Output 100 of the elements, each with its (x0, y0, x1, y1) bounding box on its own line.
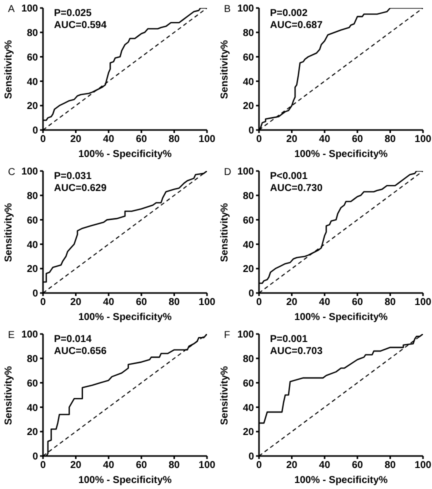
x-tick-label: 60 (136, 297, 148, 308)
x-tick-label: 100 (198, 134, 216, 146)
y-axis-title: Sensitivity% (4, 202, 15, 262)
y-axis-title: Sensitivity% (4, 40, 15, 99)
y-tick-label: 20 (242, 101, 254, 112)
x-tick-label: 20 (70, 460, 82, 472)
y-tick-label: 40 (26, 402, 38, 414)
annotation: AUC=0.629 (54, 183, 107, 195)
annotation: AUC=0.594 (54, 20, 107, 32)
y-axis-title: Sensitivity% (220, 202, 231, 262)
y-tick-label: 100 (21, 330, 38, 341)
x-tick-label: 0 (40, 460, 46, 472)
y-tick-label: 0 (32, 126, 38, 137)
annotation: P=0.025 (54, 8, 93, 20)
y-tick-label: 80 (242, 190, 254, 202)
x-tick-label: 60 (352, 134, 364, 146)
y-tick-label: 0 (248, 288, 254, 300)
x-tick-label: 40 (103, 134, 115, 146)
y-tick-label: 0 (248, 126, 254, 137)
annotation: P=0.002 (270, 8, 309, 20)
y-tick-label: 40 (26, 76, 38, 88)
y-tick-label: 80 (26, 354, 38, 365)
x-tick-label: 80 (168, 297, 180, 308)
annotation: AUC=0.703 (270, 346, 323, 358)
x-tick-label: 60 (136, 134, 148, 146)
x-tick-label: 0 (40, 297, 46, 308)
x-tick-label: 40 (319, 297, 331, 308)
annotation: AUC=0.656 (54, 346, 107, 358)
y-tick-label: 60 (26, 378, 38, 390)
y-tick-label: 60 (26, 215, 38, 226)
y-tick-label: 20 (26, 101, 38, 112)
x-tick-label: 60 (352, 460, 364, 472)
x-tick-label: 40 (319, 134, 331, 146)
y-tick-label: 20 (26, 427, 38, 438)
chart-title: A (8, 4, 15, 15)
x-tick-label: 100 (414, 297, 432, 308)
x-tick-label: 20 (70, 134, 82, 146)
y-tick-label: 20 (242, 427, 254, 438)
x-tick-label: 80 (384, 134, 396, 146)
x-tick-label: 100 (198, 297, 216, 308)
y-tick-label: 80 (242, 354, 254, 365)
y-tick-label: 20 (26, 264, 38, 276)
x-tick-label: 80 (168, 134, 180, 146)
y-tick-label: 80 (26, 190, 38, 202)
x-tick-label: 40 (319, 460, 331, 472)
chart-title: C (8, 167, 16, 178)
y-tick-label: 100 (237, 4, 254, 15)
y-tick-label: 60 (242, 52, 254, 64)
y-tick-label: 20 (242, 264, 254, 276)
x-axis-title: 100% - Specificity% (294, 149, 388, 160)
chart-title: D (224, 167, 232, 178)
y-tick-label: 80 (242, 28, 254, 39)
annotation: AUC=0.730 (270, 183, 323, 195)
chart-title: E (8, 330, 15, 341)
x-tick-label: 100 (414, 134, 432, 146)
y-tick-label: 40 (242, 240, 254, 251)
chart-title: B (224, 4, 231, 15)
x-tick-label: 100 (198, 460, 216, 472)
x-axis-title: 100% - Specificity% (78, 149, 172, 160)
y-tick-label: 40 (242, 402, 254, 414)
y-tick-label: 0 (32, 288, 38, 300)
x-tick-label: 0 (256, 134, 262, 146)
y-tick-label: 60 (26, 52, 38, 64)
annotation: P=0.001 (270, 334, 309, 346)
y-tick-label: 0 (248, 452, 254, 463)
x-tick-label: 80 (384, 460, 396, 472)
annotation: P=0.031 (54, 171, 93, 183)
chart-title: F (224, 330, 230, 341)
y-tick-label: 60 (242, 215, 254, 226)
x-axis-title: 100% - Specificity% (294, 475, 388, 486)
y-tick-label: 100 (21, 166, 38, 178)
x-tick-label: 80 (168, 460, 180, 472)
annotation: P<0.001 (270, 171, 309, 183)
y-tick-label: 60 (242, 378, 254, 390)
x-tick-label: 0 (40, 134, 46, 146)
x-tick-label: 20 (286, 297, 298, 308)
x-tick-label: 0 (256, 460, 262, 472)
annotation: AUC=0.687 (270, 20, 323, 32)
x-tick-label: 40 (103, 460, 115, 472)
y-tick-label: 0 (32, 452, 38, 463)
y-axis-title: Sensitivity% (220, 40, 231, 99)
y-tick-label: 40 (242, 76, 254, 88)
y-tick-label: 100 (237, 166, 254, 178)
y-axis-title: Sensitivity% (4, 366, 15, 425)
x-axis-title: 100% - Specificity% (78, 475, 172, 486)
x-tick-label: 0 (256, 297, 262, 308)
x-axis-title: 100% - Specificity% (78, 312, 172, 323)
x-tick-label: 100 (414, 460, 432, 472)
y-tick-label: 40 (26, 240, 38, 251)
x-tick-label: 20 (286, 134, 298, 146)
x-tick-label: 60 (352, 297, 364, 308)
x-tick-label: 80 (384, 297, 396, 308)
x-tick-label: 40 (103, 297, 115, 308)
y-axis-title: Sensitivity% (220, 366, 231, 425)
y-tick-label: 80 (26, 28, 38, 39)
x-tick-label: 20 (286, 460, 298, 472)
x-axis-title: 100% - Specificity% (294, 312, 388, 323)
x-tick-label: 60 (136, 460, 148, 472)
y-tick-label: 100 (237, 330, 254, 341)
x-tick-label: 20 (70, 297, 82, 308)
